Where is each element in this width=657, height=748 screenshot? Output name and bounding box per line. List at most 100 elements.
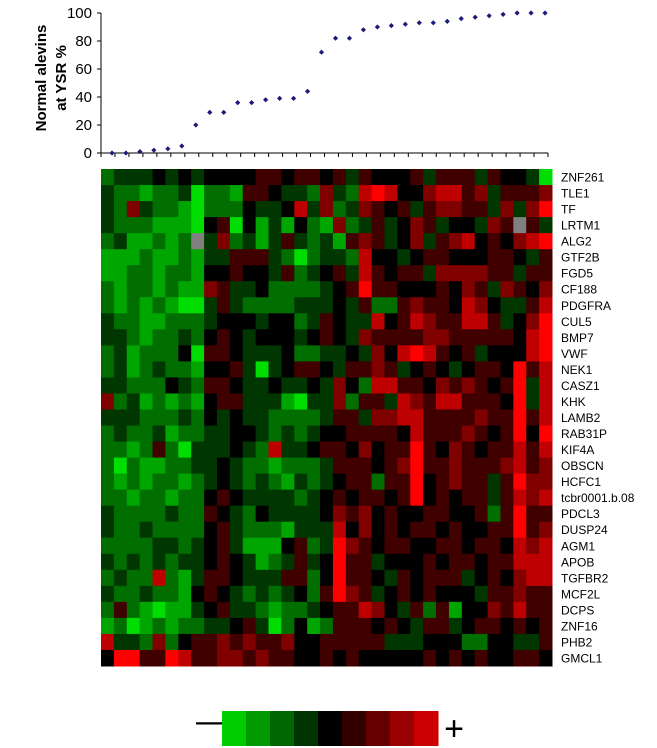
- heatmap-cell: [423, 441, 437, 459]
- heatmap-cell: [500, 185, 514, 202]
- heatmap-cell: [358, 377, 373, 394]
- heatmap-cell: [410, 569, 424, 587]
- heatmap-cell: [152, 601, 166, 619]
- heatmap-cell: [216, 345, 231, 362]
- heatmap-cell: [113, 361, 128, 378]
- heatmap-cell: [294, 457, 308, 475]
- heatmap-cell: [500, 217, 514, 234]
- heatmap-cell: [358, 457, 373, 475]
- heatmap-cell: [307, 217, 321, 234]
- heatmap-cell: [410, 617, 424, 635]
- heatmap-cell: [474, 489, 489, 507]
- heatmap-cell: [229, 553, 244, 571]
- heatmap-cell: [152, 345, 166, 362]
- heatmap-cell: [255, 457, 270, 475]
- heatmap-cell: [307, 185, 321, 202]
- heatmap-cell: [178, 297, 192, 314]
- heatmap-cell: [178, 489, 192, 507]
- heatmap-cell: [126, 265, 141, 282]
- heatmap-cell: [255, 233, 270, 250]
- heatmap-cell: [345, 489, 360, 507]
- heatmap-cell: [216, 633, 231, 651]
- heatmap-cell: [371, 633, 385, 651]
- heatmap-cell: [320, 473, 334, 491]
- heatmap-cell: [191, 537, 205, 555]
- heatmap-cell: [526, 617, 540, 635]
- heatmap-cell: [255, 425, 270, 443]
- heatmap-cell: [384, 297, 398, 314]
- data-point: [179, 143, 185, 149]
- heatmap-cell: [101, 409, 115, 427]
- data-point: [388, 23, 394, 29]
- heatmap-cell: [345, 505, 360, 523]
- heatmap-cell: [332, 521, 347, 539]
- gene-label: VWF: [561, 347, 588, 361]
- heatmap-cell: [436, 441, 450, 459]
- heatmap-cell: [281, 185, 295, 202]
- heatmap-cell: [384, 425, 398, 443]
- heatmap-cell: [474, 457, 489, 475]
- heatmap-cell: [255, 537, 270, 555]
- heatmap-cell: [216, 521, 231, 539]
- heatmap-cell: [126, 473, 141, 491]
- heatmap-cell: [294, 521, 308, 539]
- heatmap-cell: [410, 537, 424, 555]
- heatmap-cell: [487, 505, 501, 523]
- heatmap-cell: [461, 601, 476, 619]
- heatmap-cell: [229, 617, 244, 635]
- heatmap-cell: [204, 489, 218, 507]
- heatmap-cell: [294, 393, 308, 410]
- heatmap-cell: [500, 281, 514, 298]
- heatmap-cell: [539, 265, 553, 282]
- heatmap-cell: [487, 361, 501, 378]
- heatmap-cell: [294, 409, 308, 427]
- heatmap-cell: [242, 633, 257, 651]
- heatmap-cell: [513, 553, 527, 571]
- heatmap-cell: [113, 457, 128, 475]
- heatmap-cell: [204, 425, 218, 443]
- heatmap-cell: [320, 361, 334, 378]
- heatmap-cell: [397, 537, 411, 555]
- heatmap-cell: [474, 185, 489, 202]
- heatmap-cell: [448, 585, 463, 603]
- heatmap-cell: [242, 649, 257, 667]
- heatmap-cell: [358, 313, 373, 330]
- heatmap-cell: [332, 329, 347, 346]
- heatmap-cell: [436, 329, 450, 346]
- heatmap-cell: [178, 377, 192, 394]
- heatmap-cell: [242, 457, 257, 475]
- heatmap-cell: [371, 233, 385, 250]
- heatmap-cell: [139, 265, 154, 282]
- heatmap-cell: [500, 377, 514, 394]
- heatmap-cell: [268, 329, 282, 346]
- heatmap-cell: [113, 169, 128, 186]
- heatmap-cell: [384, 585, 398, 603]
- heatmap-cell: [397, 329, 411, 346]
- heatmap-cell: [191, 329, 205, 346]
- heatmap-cell: [384, 505, 398, 523]
- heatmap-cell: [255, 377, 270, 394]
- heatmap-cell: [320, 601, 334, 619]
- heatmap-cell: [423, 377, 437, 394]
- heatmap-cell: [320, 281, 334, 298]
- heatmap-cell: [242, 217, 257, 234]
- heatmap-cell: [526, 265, 540, 282]
- heatmap-cell: [474, 569, 489, 587]
- heatmap-cell: [152, 185, 166, 202]
- heatmap-cell: [384, 185, 398, 202]
- heatmap-cell: [255, 185, 270, 202]
- heatmap-cell: [384, 457, 398, 475]
- heatmap-cell: [139, 585, 154, 603]
- heatmap-cell: [358, 425, 373, 443]
- heatmap-cell: [320, 201, 334, 218]
- heatmap-cell: [384, 441, 398, 459]
- heatmap-cell: [358, 585, 373, 603]
- heatmap-cell: [204, 217, 218, 234]
- heatmap-cell: [113, 281, 128, 298]
- heatmap-cell: [307, 425, 321, 443]
- heatmap-cell: [216, 617, 231, 635]
- heatmap-cell: [242, 473, 257, 491]
- heatmap-cell: [384, 249, 398, 266]
- heatmap-cell: [216, 649, 231, 667]
- heatmap-cell: [410, 585, 424, 603]
